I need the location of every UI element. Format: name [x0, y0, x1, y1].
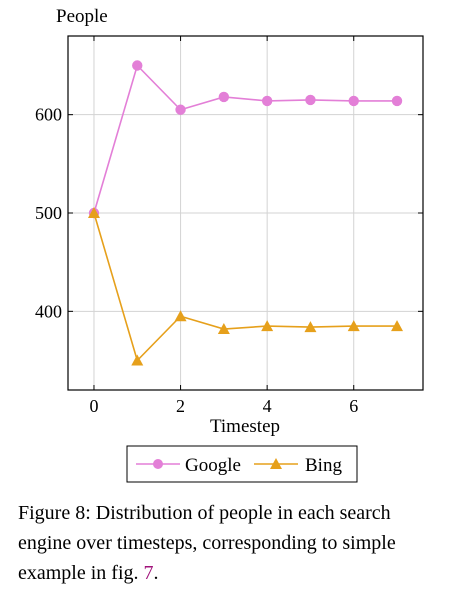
x-tick-label: 4 — [263, 396, 272, 416]
series-line-bing — [93, 212, 398, 363]
y-tick-label: 400 — [35, 301, 62, 321]
data-point-bing — [391, 320, 404, 332]
data-point-bing — [87, 207, 100, 218]
data-point-google — [261, 95, 273, 107]
legend-bing-label: Bing — [305, 455, 342, 476]
ticks: 0 2 4 6 400 500 600 — [35, 36, 423, 416]
data-point-bing — [261, 320, 274, 332]
data-point-google — [348, 95, 359, 107]
x-tick-label: 0 — [89, 396, 98, 416]
data-point-bing — [217, 323, 230, 335]
data-point-bing — [174, 310, 187, 322]
series-line-google — [93, 63, 398, 214]
data-point-bing — [347, 320, 360, 332]
data-point-google — [218, 91, 230, 103]
data-point-google — [175, 104, 186, 115]
y-axis-label: People — [56, 6, 108, 27]
legend-google-marker — [153, 459, 163, 469]
legend: Google Bing — [126, 445, 358, 483]
y-tick-label: 500 — [35, 203, 62, 223]
caption-end: . — [153, 562, 159, 584]
data-point-bing — [131, 354, 144, 366]
caption-text: Figure 8: Distribution of people in each… — [18, 502, 396, 584]
chart: 0 2 4 6 400 500 600 People Timestep Google Bin… — [35, 6, 424, 483]
x-tick-label: 6 — [349, 396, 358, 416]
series — [87, 60, 404, 366]
data-point-google — [132, 60, 143, 71]
figure-reference-link[interactable]: 7 — [143, 562, 154, 584]
data-point-google — [391, 95, 403, 107]
figure-caption: Figure 8: Distribution of people in each… — [18, 498, 446, 588]
data-point-google — [305, 94, 316, 106]
x-tick-label: 2 — [176, 396, 185, 416]
x-axis-label: Timestep — [210, 416, 280, 437]
legend-google-label: Google — [185, 455, 241, 476]
legend-bing-marker — [270, 458, 282, 469]
data-point-bing — [304, 321, 317, 333]
grid — [68, 36, 423, 390]
y-tick-label: 600 — [35, 105, 62, 125]
